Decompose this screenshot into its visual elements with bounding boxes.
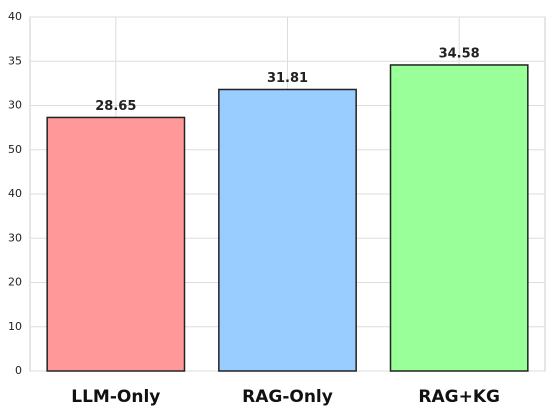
bar [218, 88, 357, 372]
value-label: 31.81 [267, 71, 308, 86]
bar [389, 64, 529, 372]
x-tick-label: RAG+KG [418, 387, 500, 407]
y-tick-label: 20 [8, 276, 22, 289]
value-label: 28.65 [95, 99, 136, 114]
y-tick-label: 35 [8, 54, 22, 67]
x-tick-label: LLM-Only [71, 387, 160, 407]
value-label: 34.58 [439, 46, 480, 61]
y-tick-label: 30 [8, 99, 22, 112]
x-tick-label: RAG-Only [242, 387, 333, 407]
y-tick-label: 30 [8, 231, 22, 244]
y-tick-label: 40 [8, 10, 22, 23]
y-tick-label: 0 [15, 364, 22, 377]
bar [46, 116, 186, 372]
y-tick-label: 10 [8, 320, 22, 333]
y-tick-label: 50 [8, 143, 22, 156]
y-tick-label: 40 [8, 187, 22, 200]
